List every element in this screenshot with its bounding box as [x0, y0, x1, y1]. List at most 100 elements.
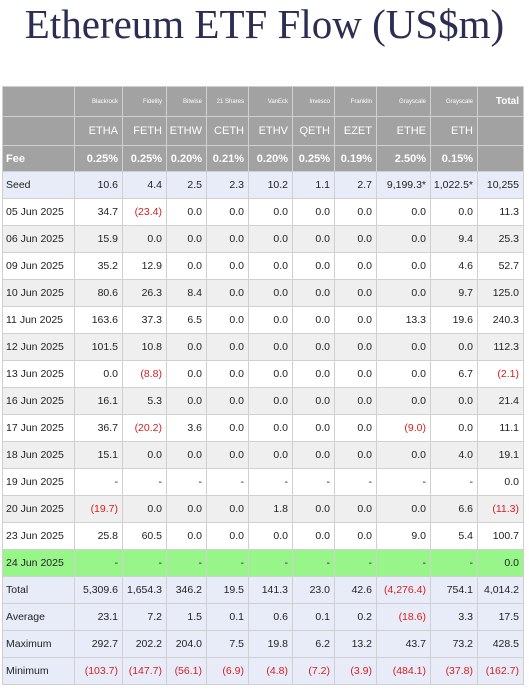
summary-value-cell: 1.5 [166, 603, 207, 631]
value-cell: 9.0 [376, 522, 431, 550]
row-total-cell: (2.1) [477, 360, 524, 388]
value-cell: 0.0 [376, 360, 431, 388]
value-cell: 4.4 [122, 171, 167, 199]
table-row: 24 Jun 2025- - - - - - - - -0.0 [2, 549, 524, 577]
value-cell: 0.0 [292, 360, 335, 388]
value-cell: 0.0 [292, 495, 335, 523]
row-total-cell: 0.0 [477, 468, 524, 496]
value-cell: 0.0 [122, 441, 167, 469]
row-label: 20 Jun 2025 [2, 495, 75, 523]
value-cell: - [74, 549, 123, 577]
value-cell: 0.0 [376, 225, 431, 253]
summary-value-cell: 19.8 [248, 630, 293, 658]
value-cell: 16.1 [74, 387, 123, 415]
value-cell: 0.0 [166, 360, 207, 388]
summary-row-average: Average 23.1 7.2 1.5 0.1 0.6 0.1 0.2 (18.6) 3.3 17… [2, 603, 524, 631]
value-cell: 3.6 [166, 414, 207, 442]
value-cell: 13.3 [376, 306, 431, 334]
value-cell: 0.0 [206, 252, 249, 280]
row-label: 17 Jun 2025 [2, 414, 75, 442]
row-total-cell: 21.4 [477, 387, 524, 415]
value-cell: 0.0 [376, 387, 431, 415]
table-row: 13 Jun 2025 0.0 (8.8) 0.0 0.0 0.0 0.0 0.0 0.0 6.7… [2, 360, 524, 388]
value-cell: 0.0 [206, 360, 249, 388]
value-cell: - [248, 549, 293, 577]
summary-value-cell: 73.2 [430, 630, 478, 658]
summary-value-cell: (6.9) [206, 657, 249, 685]
provider-cell-6: Franklin [334, 86, 377, 117]
value-cell: 0.0 [430, 333, 478, 361]
value-cell: 0.0 [292, 441, 335, 469]
table-row: 05 Jun 2025 34.7 (23.4) 0.0 0.0 0.0 0.0 0.0 0.0 0… [2, 198, 524, 226]
value-cell: 0.0 [376, 252, 431, 280]
provider-cell-1: Fidelity [122, 86, 167, 117]
summary-total-cell: 4,014.2 [477, 576, 524, 604]
value-cell: - [206, 468, 249, 496]
value-cell: 10.2 [248, 171, 293, 199]
summary-value-cell: 3.3 [430, 603, 478, 631]
row-label: 19 Jun 2025 [2, 468, 75, 496]
summary-value-cell: 5,309.6 [74, 576, 123, 604]
value-cell: 0.0 [292, 414, 335, 442]
value-cell: 60.5 [122, 522, 167, 550]
fee-cell-6: 0.19% [334, 145, 377, 172]
summary-row-minimum: Minimum (103.7) (147.7) (56.1) (6.9) (4.8) (7.… [2, 657, 524, 685]
value-cell: 0.0 [292, 279, 335, 307]
provider-cell-0: Blackrock [74, 86, 123, 117]
row-total-cell: 10,255 [477, 171, 524, 199]
value-cell: 0.0 [206, 279, 249, 307]
value-cell: 1,022.5* [430, 171, 478, 199]
provider-cell-7: Grayscale [376, 86, 431, 117]
row-label: 13 Jun 2025 [2, 360, 75, 388]
table-row: 11 Jun 2025 163.6 37.3 6.5 0.0 0.0 0.0 0.0 13.3 1… [2, 306, 524, 334]
ticker-cell-feth: FETH [122, 116, 167, 146]
header-corner-cell [2, 86, 75, 117]
row-label: 18 Jun 2025 [2, 441, 75, 469]
value-cell: - [248, 468, 293, 496]
summary-value-cell: (103.7) [74, 657, 123, 685]
value-cell: 0.0 [430, 387, 478, 415]
value-cell: 26.3 [122, 279, 167, 307]
summary-total-cell: (162.7) [477, 657, 524, 685]
row-total-cell: 25.3 [477, 225, 524, 253]
value-cell: - [122, 468, 167, 496]
value-cell: - [206, 549, 249, 577]
row-label: 10 Jun 2025 [2, 279, 75, 307]
row-label: 12 Jun 2025 [2, 333, 75, 361]
total-header-cell: Total [477, 86, 524, 117]
value-cell: - [122, 549, 167, 577]
summary-label: Maximum [2, 630, 75, 658]
summary-value-cell: (7.2) [292, 657, 335, 685]
value-cell: 0.0 [334, 252, 377, 280]
value-cell: 12.9 [122, 252, 167, 280]
row-total-cell: 0.0 [477, 549, 524, 577]
fee-total-cell [477, 145, 524, 172]
fee-cell-7: 2.50% [376, 145, 431, 172]
summary-value-cell: 6.2 [292, 630, 335, 658]
table-row: 09 Jun 2025 35.2 12.9 0.0 0.0 0.0 0.0 0.0 0.0 4.6… [2, 252, 524, 280]
summary-value-cell: 0.6 [248, 603, 293, 631]
value-cell: 5.4 [430, 522, 478, 550]
table-row: 16 Jun 2025 16.1 5.3 0.0 0.0 0.0 0.0 0.0 0.0 0.0 2… [2, 387, 524, 415]
value-cell: 0.0 [334, 198, 377, 226]
row-total-cell: (11.3) [477, 495, 524, 523]
value-cell: 0.0 [248, 252, 293, 280]
summary-value-cell: (37.8) [430, 657, 478, 685]
ticker-cell-etha: ETHA [74, 116, 123, 146]
summary-value-cell: 754.1 [430, 576, 478, 604]
value-cell: 0.0 [334, 414, 377, 442]
value-cell: - [74, 468, 123, 496]
ticker-cell-eth: ETH [430, 116, 478, 146]
value-cell: 0.0 [248, 279, 293, 307]
value-cell: (23.4) [122, 198, 167, 226]
summary-value-cell: 292.7 [74, 630, 123, 658]
row-label: 06 Jun 2025 [2, 225, 75, 253]
value-cell: - [334, 549, 377, 577]
provider-cell-5: Invesco [292, 86, 335, 117]
summary-value-cell: 7.5 [206, 630, 249, 658]
value-cell: 0.0 [166, 225, 207, 253]
value-cell: 0.0 [292, 225, 335, 253]
value-cell: 0.0 [334, 306, 377, 334]
provider-cell-8: Grayscale [430, 86, 478, 117]
value-cell: - [376, 549, 431, 577]
